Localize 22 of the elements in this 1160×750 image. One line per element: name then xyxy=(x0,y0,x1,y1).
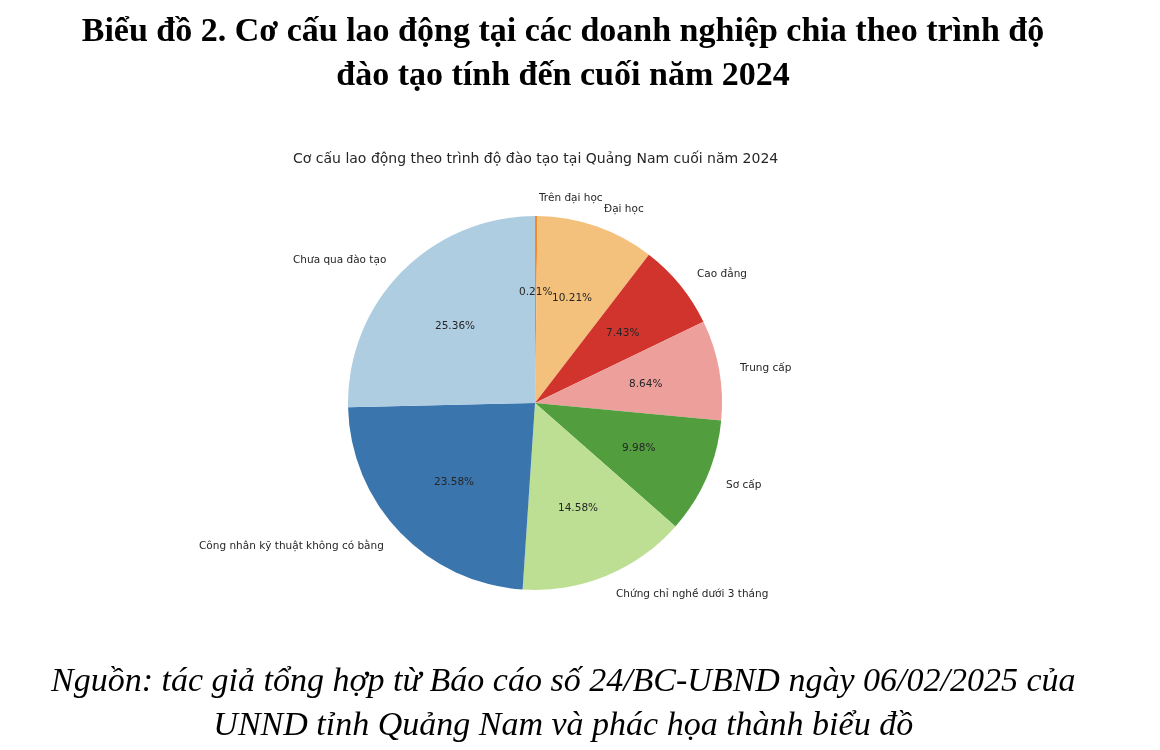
slice-label: Chưa qua đào tạo xyxy=(293,253,387,266)
data-label: 14.58% xyxy=(558,501,599,513)
data-label: 25.36% xyxy=(435,319,476,331)
slice-label: Chứng chỉ nghề dưới 3 tháng xyxy=(616,587,769,599)
pie-slice xyxy=(535,403,722,527)
data-label: 9.98% xyxy=(622,441,656,453)
chart-subtitle: Cơ cấu lao động theo trình độ đào tạo tại Quảng Nam cuối năm 2024 xyxy=(293,150,779,166)
data-label: 8.64% xyxy=(629,377,663,389)
slice-label: Đại học xyxy=(604,202,644,215)
slice-label: Trên đại học xyxy=(538,191,603,204)
text: Nguồn: tác giả tổng hợp từ Báo cáo số 24/BC-UBND ngày 06/02/2025 của UNND tỉnh Quảng Nam và phác họa thành biểu đồ xyxy=(50,661,1076,743)
pie-slice xyxy=(535,321,722,421)
slice-label: Sơ cấp xyxy=(726,478,762,490)
chart-title: Biểu đồ 2. Cơ cấu lao động tại các doanh nghiệp chia theo trình độ đào tạo tính đến cuối năm 2024 xyxy=(81,11,1045,93)
slice-label: Công nhân kỹ thuật không có bằng xyxy=(199,539,384,552)
data-label: 10.21% xyxy=(552,291,593,303)
data-label: 0.21% xyxy=(519,285,553,297)
slice-label: Trung cấp xyxy=(739,361,792,373)
pie-slice xyxy=(522,403,676,590)
data-label: 23.58% xyxy=(434,475,475,487)
data-label: 7.43% xyxy=(606,326,640,338)
slice-label: Cao đẳng xyxy=(697,267,747,279)
